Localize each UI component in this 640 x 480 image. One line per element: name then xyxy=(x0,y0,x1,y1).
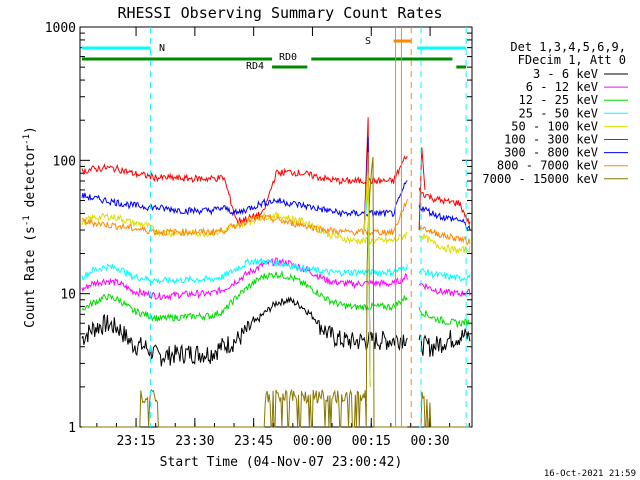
legend-label: 3 - 6 keV xyxy=(533,67,598,81)
series-line xyxy=(81,270,470,329)
series-line xyxy=(81,155,471,225)
y-tick-label: 1000 xyxy=(45,21,76,36)
series-line xyxy=(81,210,471,254)
series-group xyxy=(81,117,471,428)
state-bar-label: RD0 xyxy=(279,52,297,63)
legend-label: 100 - 300 keV xyxy=(504,133,598,147)
y-axis-label: Count Rate (s-1 detector-1) xyxy=(22,126,38,328)
x-tick-label: 23:30 xyxy=(175,434,214,449)
legend-label: 7000 - 15000 keV xyxy=(482,172,598,186)
state-bars: N RD0 RD4 S xyxy=(81,36,467,72)
y-tick-label: 1 xyxy=(68,421,76,436)
flare-spike xyxy=(363,173,371,387)
y-axis: 1 10 100 1000 xyxy=(45,21,472,436)
x-tick-label: 00:15 xyxy=(352,434,391,449)
x-tick-label: 00:00 xyxy=(293,434,332,449)
series-line xyxy=(81,296,471,367)
series-line xyxy=(81,198,471,246)
y-tick-label: 10 xyxy=(60,288,76,303)
series-line xyxy=(81,257,471,301)
legend-header-1: Det 1,3,4,5,6,9, xyxy=(510,40,626,54)
legend-label: 25 - 50 keV xyxy=(519,106,598,120)
legend-label: 6 - 12 keV xyxy=(526,80,598,94)
flare-spike xyxy=(418,147,426,231)
series-line xyxy=(82,156,470,428)
x-tick-label: 23:45 xyxy=(234,434,273,449)
timestamp: 16-Oct-2021 21:59 xyxy=(544,469,636,479)
y-tick-label: 100 xyxy=(53,154,76,169)
plot-frame xyxy=(79,26,473,428)
legend-label: 300 - 800 keV xyxy=(504,146,598,160)
state-bar-label: N xyxy=(159,43,165,54)
state-bar-label: S xyxy=(365,36,371,47)
series-line xyxy=(81,180,471,231)
series-line xyxy=(81,256,471,285)
chart-title: RHESSI Observing Summary Count Rates xyxy=(117,4,442,22)
x-tick-label: 23:15 xyxy=(116,434,155,449)
legend-label: 800 - 7000 keV xyxy=(497,159,598,173)
x-axis-label: Start Time (04-Nov-07 23:00:42) xyxy=(160,455,403,470)
legend-label: 12 - 25 keV xyxy=(519,93,598,107)
state-bar-label: RD4 xyxy=(246,61,264,72)
legend-label: 50 - 100 keV xyxy=(511,119,598,133)
x-axis: 23:15 23:30 23:45 00:00 00:15 00:30 xyxy=(79,27,470,449)
x-tick-label: 00:30 xyxy=(410,434,449,449)
vertical-markers xyxy=(150,27,467,427)
legend-header-2: FDecim 1, Att 0 xyxy=(518,53,626,67)
